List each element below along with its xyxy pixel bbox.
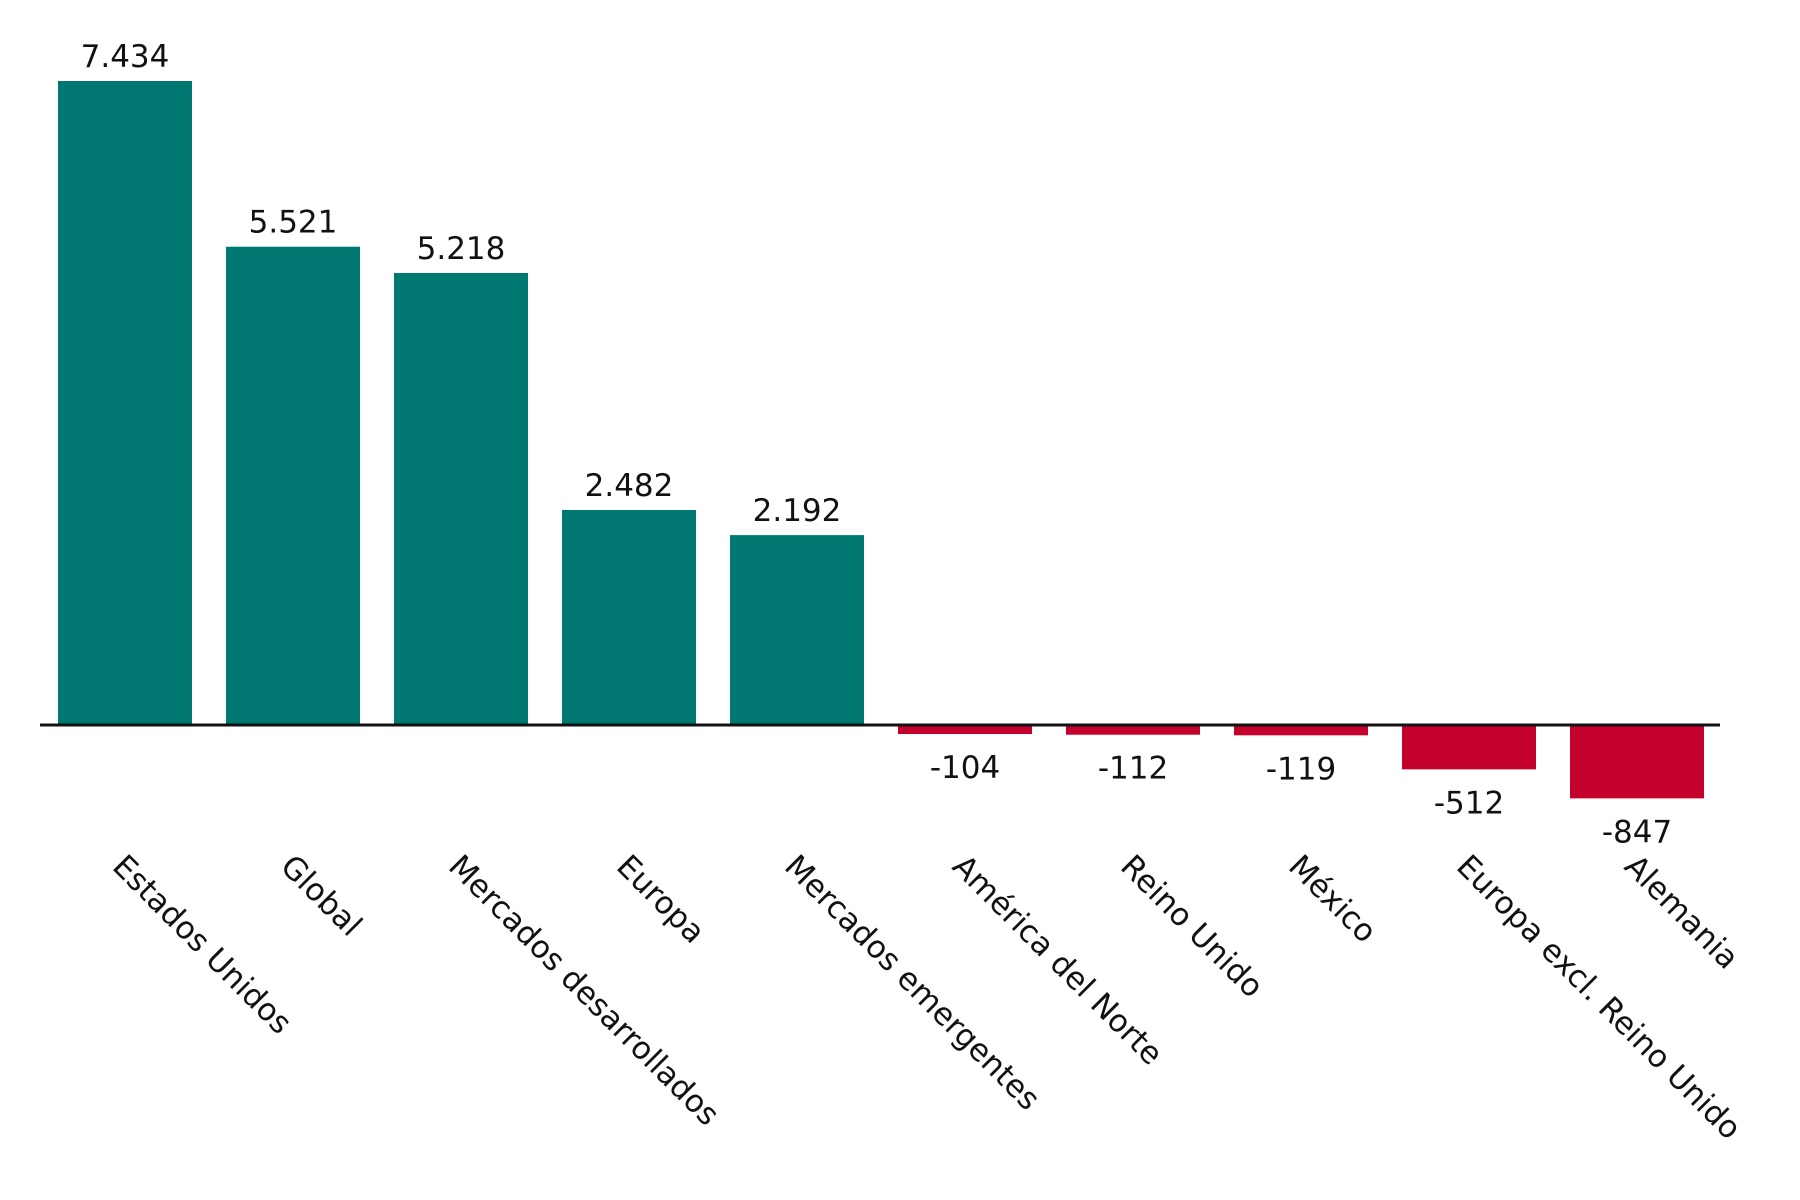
bar-8 — [1402, 725, 1536, 770]
x-tick-label: Europa excl. Reino Unido — [1449, 848, 1748, 1147]
x-tick-label: Estados Unidos — [105, 848, 298, 1041]
x-tick-label: Reino Unido — [1113, 848, 1270, 1005]
bar-3 — [562, 509, 696, 725]
data-label: -847 — [1602, 814, 1672, 850]
bar-2 — [394, 272, 528, 725]
data-label: 2.482 — [585, 468, 674, 504]
data-label: -119 — [1266, 751, 1336, 787]
data-label: 5.218 — [417, 231, 506, 267]
x-tick-label: Global — [273, 848, 368, 943]
bar-0 — [58, 81, 192, 725]
x-tick-label: México — [1281, 848, 1383, 950]
x-tick-label: Europa — [609, 848, 711, 950]
bar-7 — [1234, 725, 1368, 736]
data-label: -512 — [1434, 785, 1504, 821]
bar-9 — [1570, 725, 1704, 799]
data-label: 5.521 — [249, 205, 338, 241]
bar-5 — [898, 725, 1032, 735]
data-label: -112 — [1098, 751, 1168, 787]
x-tick-label: Mercados desarrollados — [441, 848, 726, 1133]
data-label: 2.192 — [753, 493, 842, 529]
data-label: -104 — [930, 750, 1000, 786]
data-label: 7.434 — [81, 39, 170, 75]
bar-4 — [730, 535, 864, 725]
bar-1 — [226, 246, 360, 725]
x-tick-label: Alemania — [1617, 848, 1745, 976]
bar-6 — [1066, 725, 1200, 735]
